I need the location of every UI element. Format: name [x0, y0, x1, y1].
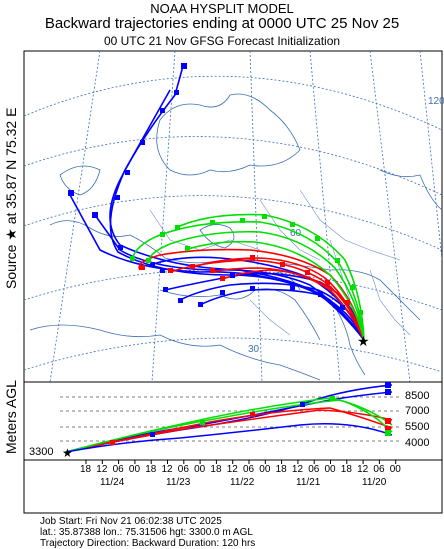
trajectory-title: Backward trajectories ending at 0000 UTC…	[44, 15, 400, 32]
time-tick-label: 06	[243, 464, 255, 475]
lat-label-30: 30	[248, 344, 260, 355]
date-label: 11/22	[230, 477, 255, 488]
time-tick-label: 12	[161, 464, 173, 475]
time-tick-label: 18	[145, 464, 157, 475]
height-profile-panel: ★	[23, 381, 443, 461]
date-label: 11/24	[100, 477, 125, 488]
time-tick-label: 00	[324, 464, 336, 475]
time-tick-label: 00	[194, 464, 206, 475]
date-label: 11/20	[362, 477, 387, 488]
direction-text: Trajectory Direction: Backward Duration:…	[40, 538, 256, 549]
time-tick-label: 00	[259, 464, 271, 475]
time-tick-label: 12	[96, 464, 108, 475]
job-start-text: Job Start: Fri Nov 21 06:02:38 UTC 2025	[40, 516, 222, 527]
location-text: lat.: 35.87388 lon.: 75.31506 hgt: 3300.…	[40, 527, 253, 538]
time-tick-label: 18	[210, 464, 222, 475]
time-tick-label: 06	[177, 464, 189, 475]
height-level-7000: 7000	[405, 405, 430, 417]
date-label: 11/23	[166, 477, 191, 488]
time-tick-label: 00	[128, 464, 141, 475]
time-tick-label: 06	[373, 464, 385, 475]
height-markers	[110, 382, 391, 445]
time-tick-label: 00	[389, 464, 401, 475]
map-frame	[23, 50, 443, 383]
lon-label-120: 120	[428, 96, 444, 107]
time-tick-label: 12	[357, 464, 369, 475]
time-tick-label: 06	[308, 464, 320, 475]
start-height-label: 3300	[29, 446, 54, 458]
time-tick-label: 18	[340, 464, 352, 475]
forecast-subtitle: 00 UTC 21 Nov GFSG Forecast Initializati…	[103, 34, 341, 48]
time-tick-label: 06	[112, 464, 124, 475]
trajectory-markers	[68, 63, 363, 315]
time-tick-label: 12	[226, 464, 238, 475]
source-star-icon: ★	[357, 334, 370, 350]
time-tick-label: 18	[275, 464, 287, 475]
time-tick-label: 18	[80, 464, 92, 475]
date-label: 11/21	[296, 477, 321, 488]
height-level-4000: 4000	[405, 437, 430, 449]
height-level-5500: 5500	[405, 421, 430, 433]
graticule	[24, 51, 442, 382]
time-tick-label: 12	[291, 464, 304, 475]
height-level-8500: 8500	[405, 390, 430, 402]
model-title: NOAA HYSPLIT MODEL	[150, 1, 294, 16]
lat-label-60: 60	[290, 228, 302, 239]
map-panel: 60 30 120	[23, 50, 444, 383]
time-axis	[23, 459, 443, 514]
source-star-icon-profile: ★	[62, 446, 73, 460]
